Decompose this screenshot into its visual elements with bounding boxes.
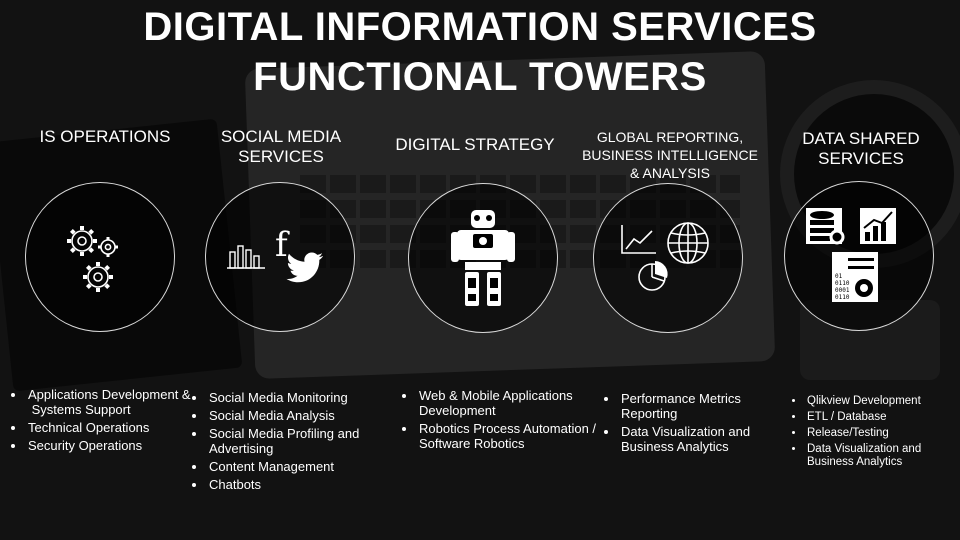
svg-text:0110: 0110	[835, 280, 850, 287]
svg-text:01: 01	[835, 273, 843, 280]
list-item: Security Operations	[26, 438, 196, 453]
tower-list-digital-strategy: Web & Mobile Applications Development Ro…	[399, 388, 607, 454]
twitter-icon	[286, 252, 323, 283]
globe-icon	[667, 222, 709, 264]
tower-circle-is-operations	[25, 182, 175, 332]
page-title: DIGITAL INFORMATION SERVICES FUNCTIONAL …	[0, 2, 960, 102]
list-item: Social Media Profiling and Advertising	[207, 426, 387, 456]
title-line-2: FUNCTIONAL TOWERS	[253, 55, 707, 99]
list-item: Chatbots	[207, 477, 387, 492]
svg-text:0110: 0110	[835, 294, 850, 301]
list-item: Release/Testing	[805, 427, 960, 440]
bar-chart-icon	[227, 245, 265, 269]
tower-title-digital-strategy: DIGITAL STRATEGY	[395, 135, 555, 154]
social-media-icon: f	[227, 225, 323, 283]
tower-list-social-media: Social Media Monitoring Social Media Ana…	[189, 390, 387, 495]
facebook-icon: f	[275, 225, 290, 265]
tower-list-is-operations: Applications Development & Systems Suppo…	[8, 387, 196, 456]
list-item: Robotics Process Automation / Software R…	[417, 421, 607, 451]
tower-title-global-reporting: GLOBAL REPORTING, BUSINESS INTELLIGENCE …	[582, 129, 758, 181]
line-chart-icon	[621, 225, 656, 254]
tower-title-social-media: SOCIAL MEDIA SERVICES	[220, 127, 342, 166]
list-item: ETL / Database	[805, 411, 960, 424]
tower-circle-social-media: f	[205, 182, 355, 332]
title-line-1: DIGITAL INFORMATION SERVICES	[143, 5, 817, 49]
tower-circle-digital-strategy	[408, 183, 558, 333]
list-item: Qlikview Development	[805, 395, 960, 408]
tower-title-is-operations: IS OPERATIONS	[39, 127, 171, 146]
list-item: Web & Mobile Applications Development	[417, 388, 607, 418]
database-gear-icon	[806, 208, 845, 245]
list-item: Performance Metrics Reporting	[619, 391, 789, 421]
robot-icon	[451, 210, 515, 306]
analytics-globe-icon	[621, 222, 709, 291]
list-item: Data Visualization and Business Analytic…	[805, 443, 960, 469]
tower-title-data-shared: DATA SHARED SERVICES	[802, 129, 920, 168]
tower-circle-data-shared: 01 0110 0001 0110	[784, 181, 934, 331]
growth-chart-icon	[860, 208, 896, 244]
tower-list-data-shared: Qlikview Development ETL / Database Rele…	[787, 395, 960, 472]
list-item: Social Media Monitoring	[207, 390, 387, 405]
tower-circle-global-reporting	[593, 183, 743, 333]
list-item: Social Media Analysis	[207, 408, 387, 423]
gears-icon	[67, 226, 118, 292]
keyboard-row	[300, 175, 740, 193]
list-item: Applications Development & Systems Suppo…	[26, 387, 196, 417]
list-item: Content Management	[207, 459, 387, 474]
tower-list-global-reporting: Performance Metrics Reporting Data Visua…	[601, 391, 789, 457]
list-item: Data Visualization and Business Analytic…	[619, 424, 789, 454]
data-services-icon: 01 0110 0001 0110	[806, 208, 896, 302]
report-gear-icon: 01 0110 0001 0110	[832, 252, 878, 302]
list-item: Technical Operations	[26, 420, 196, 435]
svg-text:0001: 0001	[835, 287, 850, 294]
